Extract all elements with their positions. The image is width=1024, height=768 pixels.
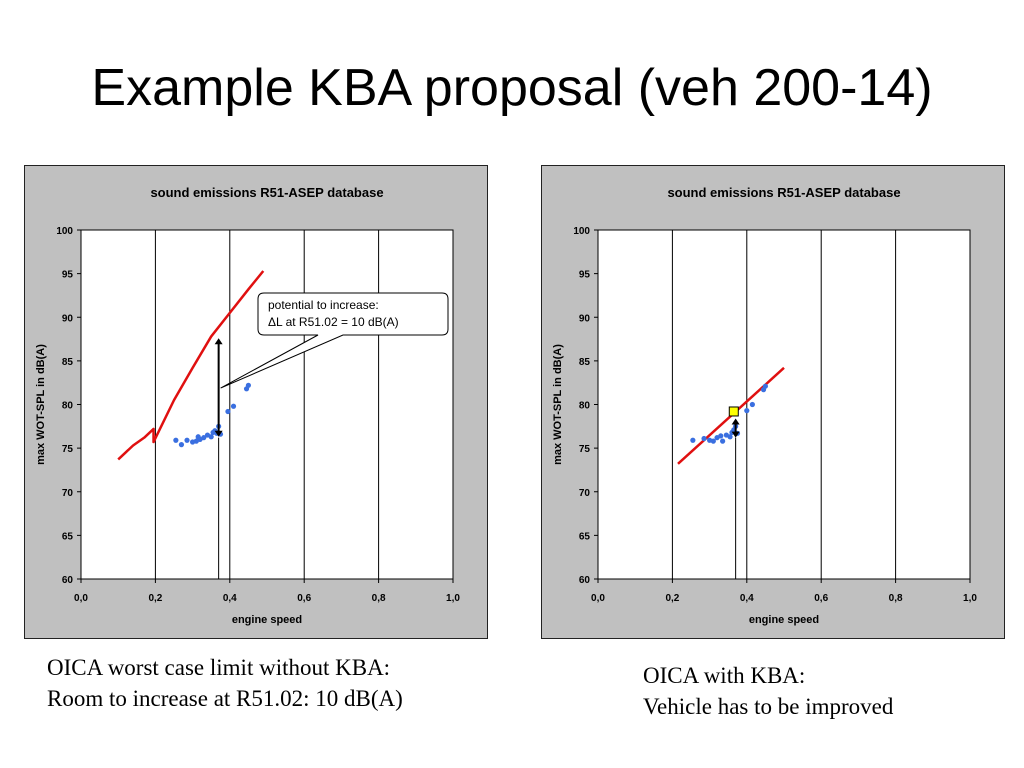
y-tick-label: 75 [579,444,591,455]
data-point [749,401,755,408]
data-point [762,383,768,389]
arrow-head-top [731,418,740,425]
data-point [727,434,733,440]
y-tick-label: 80 [62,401,74,412]
y-tick-label: 90 [62,313,74,324]
x-axis-label: engine speed [232,614,302,626]
x-tick-label: 0,0 [74,593,88,604]
x-tick-label: 1,0 [446,593,460,604]
x-tick-label: 0,6 [297,593,311,604]
caption-right: OICA with KBA: Vehicle has to be improve… [643,660,893,722]
caption-left-line1: OICA worst case limit without KBA: [47,655,391,680]
limit-line [117,270,265,461]
y-tick-label: 95 [62,270,74,281]
y-tick-label: 70 [62,488,74,499]
chart-left: sound emissions R51-ASEP database 60 65 70 7… [24,165,488,639]
y-tick-label: 100 [56,226,73,237]
y-axis-label: max WOT-SPL in dB(A) [35,344,47,465]
data-point [225,408,231,415]
arrow-head-bottom [731,431,740,438]
data-point [184,437,190,443]
y-tick-label: 90 [579,313,591,324]
plot-area [597,229,971,580]
callout-line2: ΔL at R51.02 = 10 dB(A) [268,315,399,329]
callout-bubble [220,292,449,389]
data-point [173,437,179,443]
data-point [178,442,185,448]
x-tick-label: 0,4 [740,593,754,604]
data-point [720,438,726,444]
chart-title: sound emissions R51-ASEP database [667,185,900,200]
chart-title: sound emissions R51-ASEP database [150,185,383,200]
x-tick-label: 1,0 [963,593,977,604]
data-point [690,437,696,443]
chart-left-svg: sound emissions R51-ASEP database 60 65 70 7… [35,185,460,626]
data-point [701,435,707,442]
y-tick-label: 85 [62,357,74,368]
x-tick-label: 0,4 [223,593,237,604]
caption-right-line2: Vehicle has to be improved [643,694,894,719]
x-tick-label: 0,6 [814,593,828,604]
x-axis-label: engine speed [749,614,819,626]
y-tick-label: 60 [62,575,74,586]
data-point [201,435,207,441]
y-tick-label: 65 [579,531,591,542]
y-tick-label: 85 [579,357,591,368]
caption-right-line1: OICA with KBA: [643,663,806,688]
data-point [230,403,237,409]
y-tick-label: 70 [579,488,591,499]
data-point [245,382,251,388]
data-point [718,433,724,439]
x-tick-label: 0,8 [372,593,386,604]
plot-area [80,229,454,580]
chart-right-svg: sound emissions R51-ASEP database 60 65 70 7… [552,185,977,626]
caption-left: OICA worst case limit without KBA: Room … [47,652,403,714]
arrow-head-bottom [214,430,223,437]
arrow-head-top [214,338,223,345]
y-tick-label: 60 [579,575,591,586]
y-tick-label: 95 [579,270,591,281]
data-point [744,408,750,414]
slide-title: Example KBA proposal (veh 200-14) [91,59,933,117]
y-axis-label: max WOT-SPL in dB(A) [552,344,564,465]
highlight-point [728,406,739,417]
x-tick-label: 0,2 [665,593,679,604]
y-tick-label: 75 [62,444,74,455]
data-point [208,434,214,440]
y-tick-label: 65 [62,531,74,542]
chart-right: sound emissions R51-ASEP database 60 65 70 7… [541,165,1005,639]
x-tick-label: 0,2 [148,593,162,604]
callout-line1: potential to increase: [268,298,379,312]
caption-left-line2: Room to increase at R51.02: 10 dB(A) [47,686,403,711]
x-tick-label: 0,8 [889,593,903,604]
x-tick-label: 0,0 [591,593,605,604]
y-tick-label: 100 [573,226,590,237]
y-tick-label: 80 [579,401,591,412]
data-point [710,438,716,444]
